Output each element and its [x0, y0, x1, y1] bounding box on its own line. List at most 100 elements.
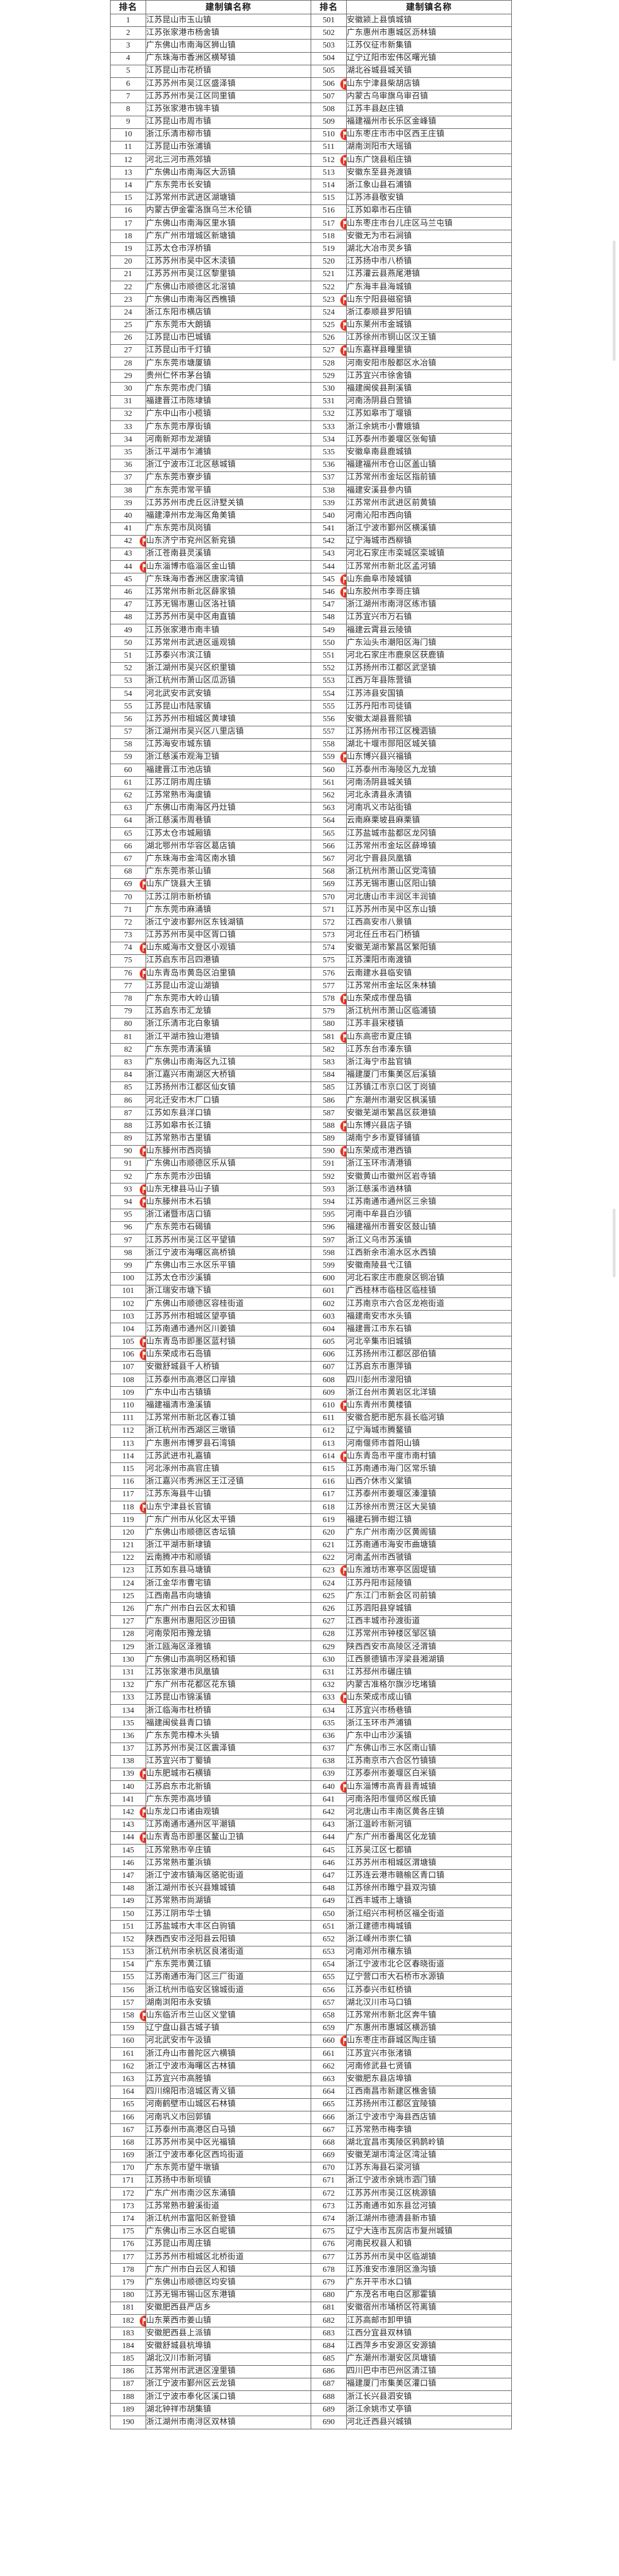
town-name-left: 江苏常熟市海虞镇: [146, 789, 311, 803]
rank-cell-left: 71: [110, 903, 146, 917]
rank-cell-right: 583: [311, 1056, 347, 1069]
rank-cell-left: 88: [110, 1119, 146, 1133]
town-name-right: 广东广州市番禺区化龙镇: [346, 1831, 512, 1845]
town-name-left: 广东珠海市香洲区横琴镇: [146, 52, 311, 65]
rank-cell-left: 160: [110, 2034, 146, 2048]
rank-cell-left: 105: [110, 1335, 146, 1349]
town-name-right: 山东博兴县兴福镇: [346, 750, 512, 765]
rank-cell-left: 139: [110, 1767, 146, 1781]
table-row: 158 山东临沂市兰山区义堂镇 658 江苏常州市新北区奔牛镇: [110, 2009, 512, 2023]
town-name-left: 浙江宁波市鄞州区云龙镇: [146, 2377, 311, 2392]
table-row: 128 河南荥阳市豫龙镇 628 江苏常州市钟楼区邹区镇: [110, 1627, 512, 1642]
table-row: 107 安徽舒城县千人桥镇 607 江苏启东市惠萍镇: [110, 1360, 512, 1375]
town-name-right: 河南巩义市站街镇: [346, 801, 512, 815]
rank-value-right: 525: [323, 321, 335, 330]
rank-cell-left: 57: [110, 725, 146, 739]
rank-cell-right: 634: [311, 1704, 347, 1718]
rank-cell-left: 23: [110, 293, 146, 307]
town-name-left: 山东滕州市木石镇: [146, 1195, 311, 1209]
rank-value-right: 612: [323, 1426, 335, 1436]
rank-cell-left: 103: [110, 1310, 146, 1324]
column-header-name-right: 建制镇名称: [346, 0, 512, 14]
rank-value-left: 26: [124, 333, 132, 343]
rank-cell-left: 90: [110, 1145, 146, 1158]
town-name-right: 云南麻栗坡县麻栗镇: [346, 814, 512, 828]
rank-cell-right: 598: [311, 1246, 347, 1260]
rank-cell-left: 184: [110, 2339, 146, 2353]
rank-value-left: 17: [124, 219, 132, 228]
rank-cell-right: 553: [311, 674, 347, 688]
rank-value-right: 508: [323, 104, 335, 113]
table-row: 33 广东东莞市厚街镇 533 浙江余姚市小曹娥镇: [110, 420, 512, 434]
town-name-right: 山东嘉祥县疃里镇: [346, 344, 512, 358]
rank-value-left: 114: [122, 1452, 134, 1461]
rank-value-left: 183: [122, 2329, 134, 2338]
rank-value-right: 571: [323, 905, 335, 914]
town-name-left: 江苏苏州市吴江区盛泽镇: [146, 77, 311, 91]
town-name-right: 江苏泰州市姜堰区白米镇: [346, 1767, 512, 1781]
town-name-right: 江苏泗阳县穿城镇: [346, 1602, 512, 1616]
town-name-left: 福建福清市渔溪镇: [146, 1399, 311, 1413]
rank-value-right: 688: [323, 2392, 335, 2401]
town-name-right: 江苏无锡市惠山区阳山镇: [346, 878, 512, 891]
rank-value-left: 78: [124, 994, 132, 1004]
town-name-right: 江苏宜兴市张渚镇: [346, 2047, 512, 2061]
table-row: 119 广东广州市从化区太平镇 619 福建石狮市蚶江镇: [110, 1513, 512, 1527]
rank-cell-right: 641: [311, 1793, 347, 1807]
town-name-right: 浙江宁波市北仑区春晓街道: [346, 1958, 512, 1972]
table-row: 78 广东东莞市大岭山镇 578 山东荣成市俚岛镇: [110, 992, 512, 1006]
rank-value-left: 34: [124, 435, 132, 444]
rank-cell-left: 109: [110, 1386, 146, 1400]
table-row: 187 浙江宁波市鄞州区云龙镇 687 福建厦门市集美区灌口镇: [110, 2377, 512, 2392]
town-name-right: 河北唐山市丰润区丰润镇: [346, 890, 512, 904]
rank-value-right: 634: [323, 1706, 335, 1715]
table-row: 42 山东济宁市兖州区新兖镇 542 辽宁海城市西柳镇: [110, 534, 512, 548]
rank-value-left: 107: [122, 1363, 134, 1372]
rank-value-left: 33: [124, 422, 132, 431]
rank-cell-left: 47: [110, 598, 146, 612]
rank-cell-left: 34: [110, 433, 146, 447]
rank-cell-right: 663: [311, 2072, 347, 2086]
rank-cell-left: 97: [110, 1233, 146, 1248]
rank-value-right: 672: [323, 2189, 335, 2198]
rank-cell-left: 13: [110, 166, 146, 180]
rank-cell-right: 544: [311, 560, 347, 574]
rank-value-right: 668: [323, 2138, 335, 2147]
rank-cell-right: 557: [311, 725, 347, 739]
scroll-hint-mid[interactable]: [613, 1209, 616, 1277]
rank-value-right: 626: [323, 1604, 335, 1614]
rank-cell-left: 70: [110, 890, 146, 904]
rank-cell-left: 91: [110, 1157, 146, 1171]
rank-cell-right: 570: [311, 890, 347, 904]
rank-value-left: 171: [122, 2176, 134, 2185]
table-row: 87 江苏如东县洋口镇 587 安徽芜湖市繁昌区荻港镇: [110, 1107, 512, 1120]
table-row: 10 浙江乐清市柳市镇 510 山东枣庄市市中区西王庄镇: [110, 128, 512, 141]
table-row: 145 江苏常熟市辛庄镇 645 江苏吴江区七都镇: [110, 1843, 512, 1858]
rank-cell-left: 35: [110, 446, 146, 459]
town-name-right: 浙江嵊州市崇仁镇: [346, 1933, 512, 1946]
rank-value-left: 47: [124, 600, 132, 609]
rank-value-right: 514: [323, 181, 335, 190]
table-row: 25 广东东莞市大朗镇 525 山东莱州市金城镇: [110, 318, 512, 332]
town-name-right: 浙江温岭市新河镇: [346, 1818, 512, 1832]
rank-value-right: 585: [323, 1083, 335, 1092]
rank-cell-right: 657: [311, 1996, 347, 2010]
rank-cell-right: 622: [311, 1551, 347, 1565]
rank-cell-right: 623: [311, 1564, 347, 1578]
rank-cell-right: 615: [311, 1462, 347, 1476]
rank-cell-right: 645: [311, 1843, 347, 1858]
rank-value-left: 143: [122, 1820, 134, 1830]
town-name-right: 福建厦门市集美区后溪镇: [346, 1068, 512, 1082]
town-name-left: 山东临沂市兰山区义堂镇: [146, 2009, 311, 2023]
table-row: 171 江苏扬中市新坝镇 671 浙江宁波市余姚市泗门镇: [110, 2174, 512, 2188]
rank-value-left: 45: [124, 575, 132, 584]
rank-value-right: 565: [323, 829, 335, 838]
rank-value-left: 50: [124, 638, 132, 647]
red-flag-icon: [340, 1781, 346, 1793]
rank-value-right: 560: [323, 765, 335, 774]
rank-value-left: 187: [122, 2380, 134, 2389]
town-name-left: 江苏无锡市惠山区洛社镇: [146, 598, 311, 612]
scroll-hint-top[interactable]: [613, 241, 616, 361]
town-name-right: 广东佛山市三水区南山镇: [346, 1742, 512, 1756]
rank-value-left: 62: [124, 791, 132, 800]
